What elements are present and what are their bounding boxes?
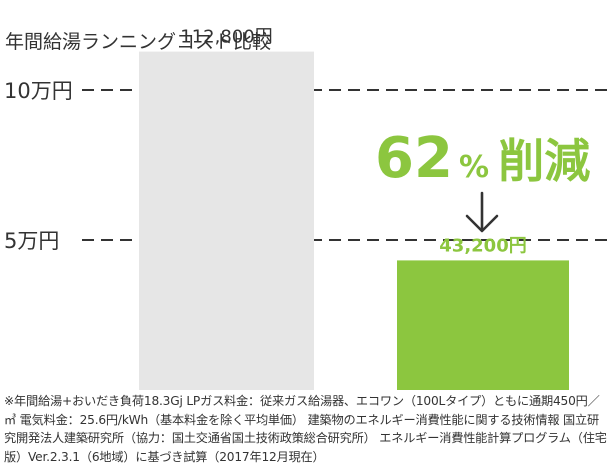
chart-title: 年間給湯ランニングコスト比較 xyxy=(5,31,271,53)
reduction-number: 62 xyxy=(375,126,453,191)
bar-2 xyxy=(397,260,569,390)
reduction-percent: % xyxy=(459,150,489,185)
value-label-2: 43,200円 xyxy=(439,235,526,256)
reduction-word: 削減 xyxy=(498,134,590,188)
reduction-text: 62 % 削減 xyxy=(375,126,590,191)
bars xyxy=(139,51,569,390)
value-labels: 112,800円 43,200円 xyxy=(180,27,526,257)
bar-1 xyxy=(139,51,314,390)
value-label-1: 112,800円 xyxy=(180,27,272,48)
reduction-annotation: 62 % 削減 xyxy=(375,126,590,233)
footnote: ※年間給湯+おいだき負荷18.3Gj LPガス料金：従来ガス給湯器、エコワン（1… xyxy=(4,394,607,464)
y-axis-ticks: 10万円 5万円 xyxy=(4,79,73,253)
arrow-down-icon xyxy=(465,191,499,233)
cost-comparison-chart: 年間給湯ランニングコスト比較 10万円 5万円 112,800円 43,200円 6… xyxy=(4,27,610,390)
y-tick-label-2: 5万円 xyxy=(4,229,59,253)
y-tick-label-1: 10万円 xyxy=(4,79,73,103)
